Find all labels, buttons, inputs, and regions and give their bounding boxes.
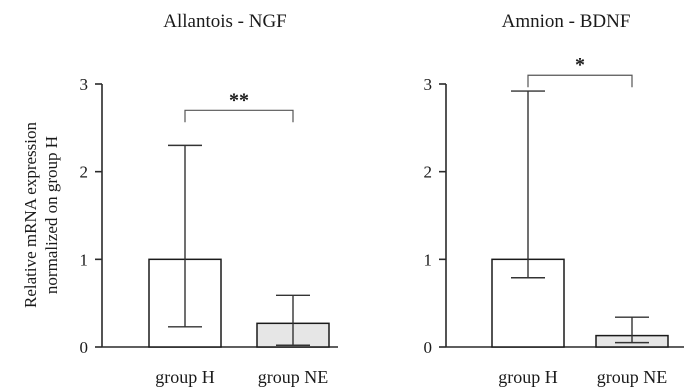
significance-label: ** [229,89,249,111]
y-tick-label-3: 3 [424,75,433,94]
chart-title: Allantois - NGF [163,11,287,32]
x-tick-label-group-h: group H [498,367,558,387]
significance-label: * [575,54,585,76]
y-tick-label-0: 0 [424,338,433,357]
y-axis-title-line-1: Relative mRNA expression [21,121,40,308]
y-tick-label-0: 0 [80,338,89,357]
y-tick-label-3: 3 [80,75,89,94]
x-tick-label-group-ne: group NE [258,367,329,387]
y-axis-title: Relative mRNA expression normalized on g… [21,121,61,308]
significance-bracket [184,109,294,123]
y-tick-label-1: 1 [80,250,89,269]
panel-amnion-bdnf: Amnion - BDNF 0 1 2 3 group H group NE * [424,11,684,387]
panel-allantois-ngf: Allantois - NGF 0 1 2 3 group H group NE ** [80,11,338,387]
chart-title: Amnion - BDNF [502,11,631,32]
x-tick-label-group-ne: group NE [597,367,668,387]
significance-bracket [527,74,633,88]
y-axis-title-line-2: normalized on group H [42,136,61,294]
y-tick-label-2: 2 [424,163,433,182]
y-tick-label-1: 1 [424,250,433,269]
x-tick-label-group-h: group H [155,367,215,387]
y-tick-label-2: 2 [80,163,89,182]
